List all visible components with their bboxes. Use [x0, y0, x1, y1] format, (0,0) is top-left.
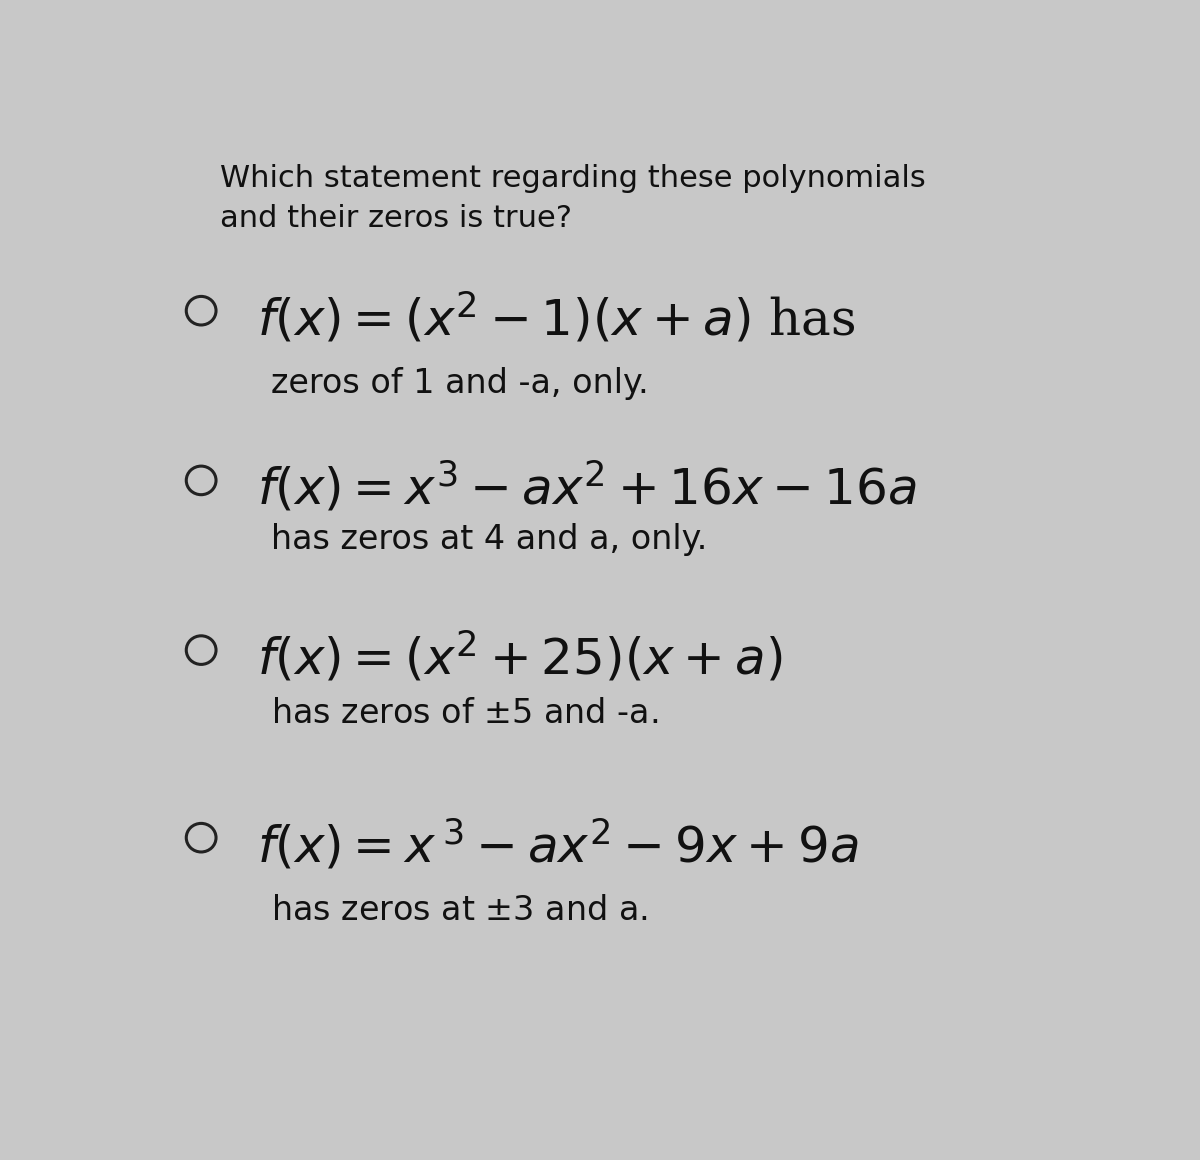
Text: zeros of 1 and -a, only.: zeros of 1 and -a, only. [271, 367, 649, 400]
Text: $f(x) = ( x^2 - 1) (x + a)$ has: $f(x) = ( x^2 - 1) (x + a)$ has [257, 291, 856, 346]
Text: $f(x) = x^3 - ax^2 + 16x - 16a$: $f(x) = x^3 - ax^2 + 16x - 16a$ [257, 461, 917, 516]
Text: has zeros at 4 and a, only.: has zeros at 4 and a, only. [271, 523, 707, 557]
Text: has zeros of $\pm 5$ and -a.: has zeros of $\pm 5$ and -a. [271, 697, 659, 731]
Text: and their zeros is true?: and their zeros is true? [220, 203, 571, 232]
Text: has zeros at $\pm 3$ and a.: has zeros at $\pm 3$ and a. [271, 894, 648, 927]
Text: $f(x) = (x^2 + 25)(x + a)$: $f(x) = (x^2 + 25)(x + a)$ [257, 631, 782, 686]
Text: Which statement regarding these polynomials: Which statement regarding these polynomi… [220, 165, 925, 194]
Text: $f(x) = x^{\,3} - ax^2 - 9x + 9a$: $f(x) = x^{\,3} - ax^2 - 9x + 9a$ [257, 818, 858, 873]
